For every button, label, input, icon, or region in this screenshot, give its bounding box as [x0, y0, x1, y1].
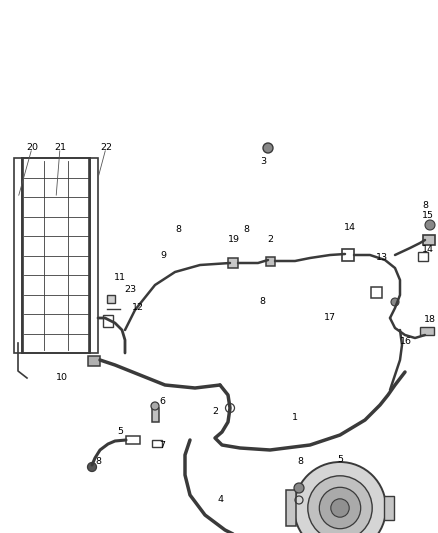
- Circle shape: [391, 298, 399, 306]
- Text: 5: 5: [337, 456, 343, 464]
- Text: 3: 3: [260, 157, 266, 166]
- Circle shape: [425, 220, 435, 230]
- Circle shape: [294, 462, 386, 533]
- Circle shape: [151, 402, 159, 410]
- Text: 7: 7: [159, 440, 165, 449]
- Text: 1: 1: [292, 414, 298, 423]
- Bar: [107, 295, 115, 303]
- Text: 17: 17: [324, 313, 336, 322]
- Bar: [228, 258, 238, 268]
- Bar: [384, 496, 394, 520]
- Text: 23: 23: [124, 286, 136, 295]
- Text: 8: 8: [259, 297, 265, 306]
- Circle shape: [308, 476, 372, 533]
- Text: 9: 9: [160, 251, 166, 260]
- Text: 13: 13: [376, 254, 388, 262]
- Text: 21: 21: [54, 143, 66, 152]
- Text: 16: 16: [400, 337, 412, 346]
- Bar: [152, 408, 159, 422]
- Bar: [89, 158, 98, 353]
- Text: 15: 15: [422, 211, 434, 220]
- Text: 2: 2: [212, 408, 218, 416]
- Text: 6: 6: [159, 398, 165, 407]
- Bar: [286, 490, 296, 526]
- Bar: [126, 436, 140, 444]
- Text: 14: 14: [344, 223, 356, 232]
- Text: 20: 20: [26, 143, 38, 152]
- Text: 10: 10: [56, 374, 68, 383]
- Text: 8: 8: [243, 225, 249, 235]
- Bar: [152, 440, 162, 447]
- Text: 12: 12: [132, 303, 144, 312]
- Bar: [420, 327, 434, 335]
- Text: 11: 11: [114, 273, 126, 282]
- Circle shape: [319, 487, 361, 529]
- Bar: [371, 287, 382, 298]
- Bar: [14, 158, 23, 353]
- Circle shape: [331, 499, 349, 517]
- Text: 8: 8: [175, 225, 181, 235]
- Circle shape: [294, 483, 304, 493]
- Text: 2: 2: [267, 236, 273, 245]
- Bar: [423, 235, 435, 245]
- Circle shape: [263, 143, 273, 153]
- Text: 5: 5: [117, 427, 123, 437]
- Text: 14: 14: [422, 246, 434, 254]
- Text: 4: 4: [217, 496, 223, 505]
- Text: 19: 19: [228, 236, 240, 245]
- Text: 8: 8: [422, 200, 428, 209]
- Bar: [103, 315, 113, 327]
- Bar: [266, 257, 275, 266]
- Bar: [88, 356, 100, 366]
- Text: 22: 22: [100, 143, 112, 152]
- Bar: [22, 158, 90, 353]
- Bar: [342, 249, 354, 261]
- Text: 18: 18: [424, 316, 436, 325]
- Bar: [418, 252, 428, 261]
- Text: 8: 8: [95, 457, 101, 466]
- Text: 8: 8: [297, 457, 303, 466]
- Circle shape: [88, 463, 96, 472]
